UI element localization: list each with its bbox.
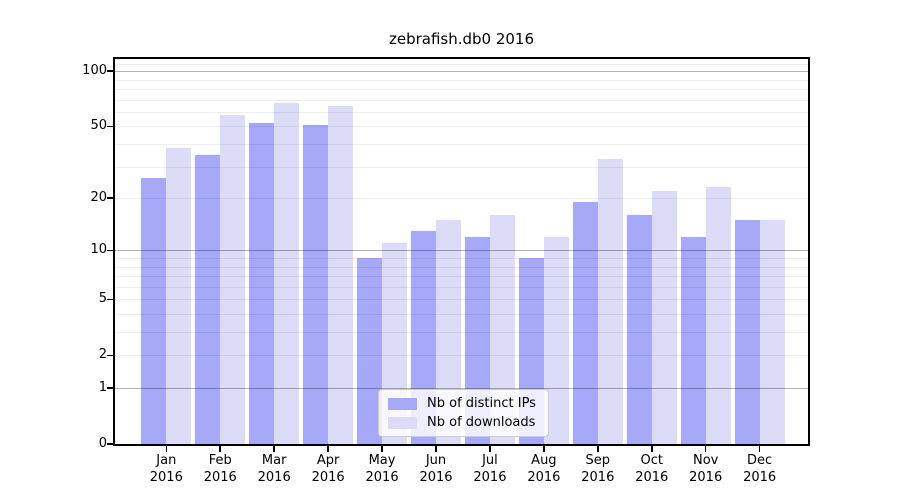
x-tick-label: Jun 2016 [404, 452, 468, 486]
x-tick [489, 446, 491, 452]
y-tick [107, 249, 113, 252]
legend-row: Nb of downloads [388, 415, 536, 430]
x-tick-label-line: 2016 [149, 470, 183, 485]
x-tick-label-line: Jul [482, 453, 498, 468]
x-tick-label-line: 2016 [365, 470, 399, 485]
y-tick-label: 2 [98, 347, 107, 363]
bar-distinct-ips [357, 258, 383, 444]
y-tick-label: 20 [90, 190, 107, 206]
x-tick-label: Jul 2016 [458, 452, 522, 486]
legend-label-distinct-ips: Nb of distinct IPs [427, 396, 536, 411]
y-tick [107, 387, 113, 389]
x-tick-label-line: Nov [693, 453, 719, 468]
x-tick-label-line: 2016 [203, 470, 237, 485]
x-tick-label-line: 2016 [257, 470, 291, 485]
legend-swatch-downloads [388, 416, 417, 429]
x-tick-label-line: 2016 [473, 470, 507, 485]
y-tick [107, 354, 113, 356]
y-tick [107, 298, 113, 300]
x-tick-label-line: Jun [425, 453, 447, 468]
x-tick [651, 446, 653, 452]
x-tick [597, 446, 599, 452]
minor-gridline [115, 126, 808, 128]
x-tick-label-line: Sep [585, 453, 611, 468]
minor-gridline [115, 99, 808, 101]
y-tick-label: 100 [82, 63, 107, 79]
y-tick-label: 5 [98, 291, 107, 307]
minor-gridline [115, 63, 808, 65]
x-tick-label-line: 2016 [581, 470, 615, 485]
y-tick [107, 197, 113, 199]
x-tick [381, 446, 383, 452]
x-tick-label-line: Jan [156, 453, 177, 468]
x-tick-label: Feb 2016 [188, 452, 252, 486]
x-tick-label: Oct 2016 [620, 452, 684, 486]
bar-distinct-ips [734, 220, 760, 444]
x-tick-label-line: Aug [531, 453, 557, 468]
y-tick-label: 10 [90, 242, 107, 258]
x-tick [435, 446, 437, 452]
x-tick-label-line: Feb [208, 453, 232, 468]
bar-distinct-ips [141, 177, 167, 444]
bar-downloads [274, 103, 300, 444]
bar-distinct-ips [195, 154, 221, 444]
plot-area: Nb of distinct IPs Nb of downloads Jan 20… [82, 57, 810, 485]
x-tick [327, 446, 329, 452]
x-tick-label-line: 2016 [311, 470, 345, 485]
bar-distinct-ips [249, 123, 275, 444]
x-tick-label: Dec 2016 [728, 452, 792, 486]
x-tick-label-line: Apr [316, 453, 340, 468]
x-tick [219, 446, 221, 452]
bar-distinct-ips [572, 202, 598, 444]
bar-downloads [597, 159, 623, 444]
bar-downloads [166, 148, 192, 444]
minor-gridline [115, 79, 808, 81]
y-tick [107, 125, 113, 128]
y-tick-label: 50 [90, 118, 107, 134]
legend-label-downloads: Nb of downloads [427, 415, 536, 430]
legend-row: Nb of distinct IPs [388, 396, 536, 411]
bar-downloads [759, 220, 785, 444]
y-tick-label: 0 [98, 436, 107, 451]
bar-downloads [220, 114, 246, 444]
x-tick-label: Aug 2016 [512, 452, 576, 486]
x-tick-label: May 2016 [350, 452, 414, 486]
major-gridline [115, 71, 808, 73]
legend: Nb of distinct IPs Nb of downloads [378, 389, 549, 437]
chart-title: zebrafish.db0 2016 [388, 30, 535, 48]
y-tick-label: 1 [98, 380, 107, 395]
bar-distinct-ips [680, 236, 706, 444]
x-tick-label-line: Mar [261, 453, 287, 468]
x-tick [704, 446, 707, 452]
x-tick-label: Mar 2016 [242, 452, 306, 486]
x-tick-label-line: 2016 [689, 470, 723, 485]
bar-downloads [705, 187, 731, 444]
x-tick-label: Jan 2016 [134, 452, 198, 486]
y-tick [107, 70, 113, 72]
x-tick-label: Nov 2016 [674, 452, 738, 486]
x-tick-label-line: May [368, 453, 396, 468]
x-tick [165, 446, 168, 452]
x-tick-label-line: Oct [640, 453, 663, 468]
x-tick-label-line: 2016 [743, 470, 777, 485]
legend-swatch-distinct-ips [388, 397, 417, 410]
y-tick [107, 443, 113, 445]
minor-gridline [115, 144, 808, 146]
x-tick-label-line: 2016 [527, 470, 561, 485]
x-tick-label-line: Dec [747, 453, 773, 468]
minor-gridline [115, 89, 808, 91]
x-tick-label-line: 2016 [419, 470, 453, 485]
bar-distinct-ips [626, 215, 652, 444]
x-tick [758, 446, 761, 452]
bar-downloads [651, 190, 677, 444]
x-tick-label: Sep 2016 [566, 452, 630, 486]
bar-downloads [328, 105, 354, 444]
x-tick [273, 446, 275, 452]
x-tick [543, 446, 545, 452]
x-tick-label-line: 2016 [635, 470, 669, 485]
x-tick-label: Apr 2016 [296, 452, 360, 486]
minor-gridline [115, 111, 808, 113]
bar-distinct-ips [303, 124, 329, 444]
